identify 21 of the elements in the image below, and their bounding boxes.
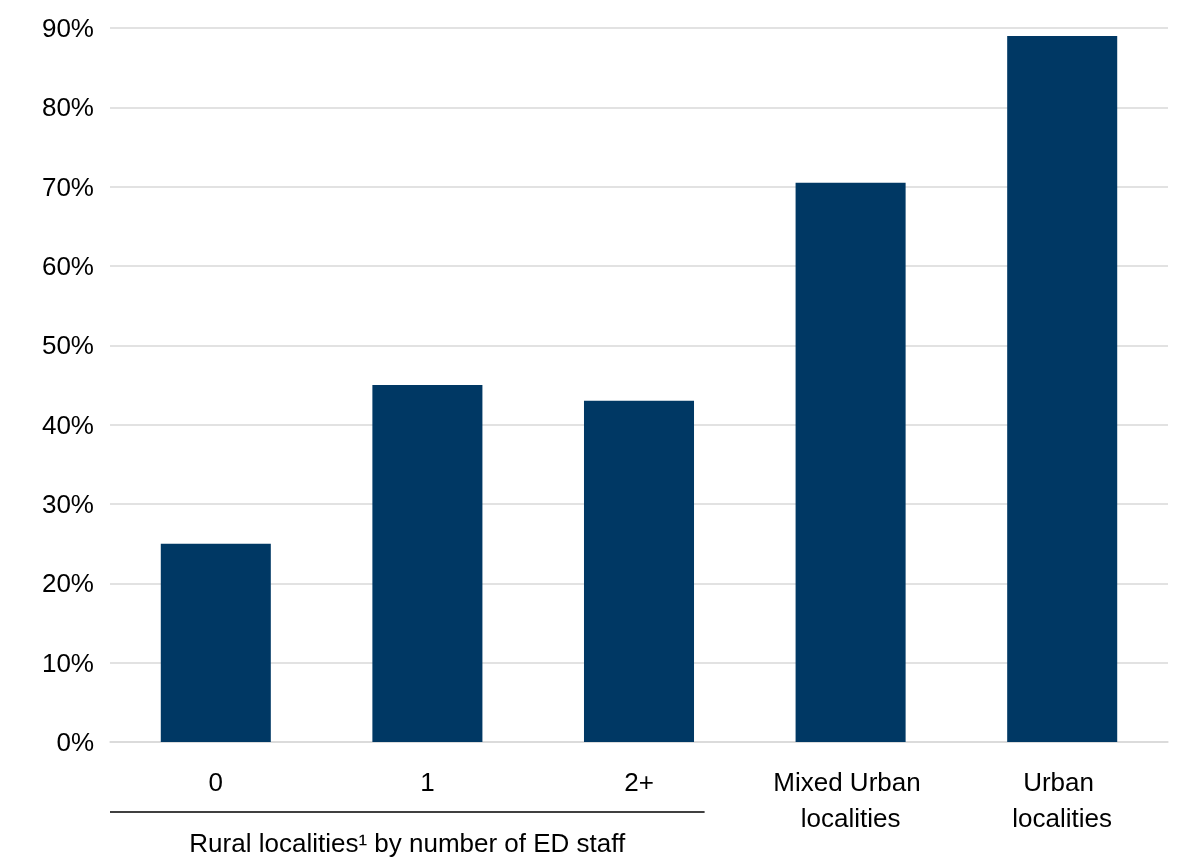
y-tick-label: 10% [41, 647, 94, 678]
y-tick-label: 30% [41, 489, 94, 519]
y-tick-label: 20% [41, 568, 94, 599]
y-tick-label: 40% [41, 409, 94, 440]
y-tick-label: 0% [56, 727, 94, 757]
bar [583, 400, 695, 742]
bar [795, 182, 906, 742]
x-tick-label: Mixed Urban localities [773, 767, 928, 833]
y-tick-label: 70% [41, 171, 94, 202]
y-tick-label: 90% [41, 13, 94, 43]
y-tick-label: 50% [41, 330, 94, 361]
bar [372, 385, 483, 742]
x-tick-label: 0 [208, 767, 224, 797]
y-tick-label: 60% [41, 251, 94, 281]
x-tick-label: 2+ [624, 767, 654, 797]
bar [1007, 35, 1118, 742]
x-axis-title: Rural localities¹ by number of ED staff [189, 828, 627, 858]
y-tick-label: 80% [41, 92, 94, 123]
x-tick-label: 1 [420, 767, 435, 797]
bar [160, 543, 271, 742]
x-tick-label: Urban localities [1012, 767, 1113, 833]
